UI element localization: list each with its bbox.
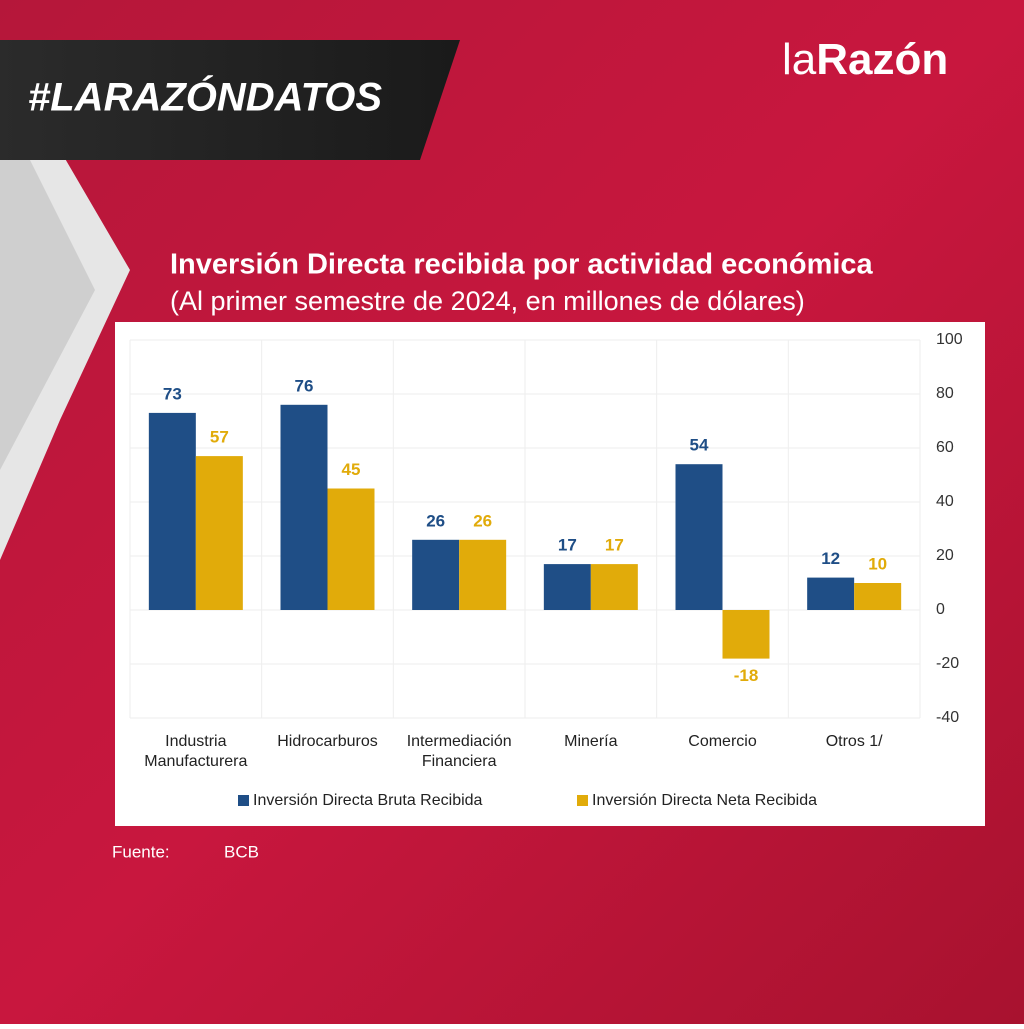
brand-light: la xyxy=(782,35,817,84)
x-tick-label: Industria Manufacturera xyxy=(144,733,247,770)
bar xyxy=(280,404,328,610)
x-tick-label: Minería xyxy=(564,733,617,750)
bar xyxy=(675,464,723,610)
value-label: 17 xyxy=(558,536,577,555)
y-tick-label: 100 xyxy=(936,331,963,348)
bar xyxy=(195,456,243,610)
y-tick-label: 80 xyxy=(936,385,954,402)
source-value: BCB xyxy=(224,842,259,861)
value-label: 26 xyxy=(426,511,445,530)
bar xyxy=(148,412,196,610)
banner xyxy=(0,40,460,160)
y-tick-label: -40 xyxy=(936,709,959,726)
bar xyxy=(590,564,638,610)
y-tick-label: -20 xyxy=(936,655,959,672)
value-label: 17 xyxy=(605,536,624,555)
bar xyxy=(459,539,507,610)
chart-title: Inversión Directa recibida por actividad… xyxy=(170,249,874,281)
legend-swatch xyxy=(577,795,588,806)
value-label: 57 xyxy=(210,428,229,447)
value-label: 45 xyxy=(342,460,361,479)
value-label: 54 xyxy=(690,436,709,455)
x-tick-label: Otros 1/ xyxy=(826,733,883,750)
value-label: 73 xyxy=(163,384,182,403)
x-tick-label: Intermediación Financiera xyxy=(407,733,512,770)
value-label: 12 xyxy=(821,549,840,568)
legend-swatch xyxy=(238,795,249,806)
brand-bold: Razón xyxy=(816,35,948,84)
chart: -40 -20 0 20 40 60 80 100 Industria Manufacturera… xyxy=(129,331,963,809)
bar xyxy=(543,564,591,610)
x-tick-label: Comercio xyxy=(688,733,757,750)
decor-shape xyxy=(0,150,95,470)
hashtag: #LARAZÓNDATOS xyxy=(28,74,382,120)
x-tick-label: Hidrocarburos xyxy=(277,733,377,750)
legend-label: Inversión Directa Bruta Recibida xyxy=(253,792,483,809)
value-label: 76 xyxy=(295,376,314,395)
y-tick-label: 20 xyxy=(936,547,954,564)
bar xyxy=(807,577,855,610)
y-tick-label: 40 xyxy=(936,493,954,510)
bar xyxy=(412,539,460,610)
bar xyxy=(327,488,375,610)
chart-subtitle: (Al primer semestre de 2024, en millones… xyxy=(170,286,805,316)
y-tick-label: 60 xyxy=(936,439,954,456)
y-tick-label: 0 xyxy=(936,601,945,618)
bar xyxy=(854,583,902,610)
value-label: 10 xyxy=(868,554,887,573)
value-label: 26 xyxy=(473,511,492,530)
bar xyxy=(722,610,770,659)
brand: laRazón xyxy=(782,35,948,84)
legend-label: Inversión Directa Neta Recibida xyxy=(592,792,817,809)
source-label: Fuente: xyxy=(112,842,170,861)
value-label: -18 xyxy=(734,666,759,685)
